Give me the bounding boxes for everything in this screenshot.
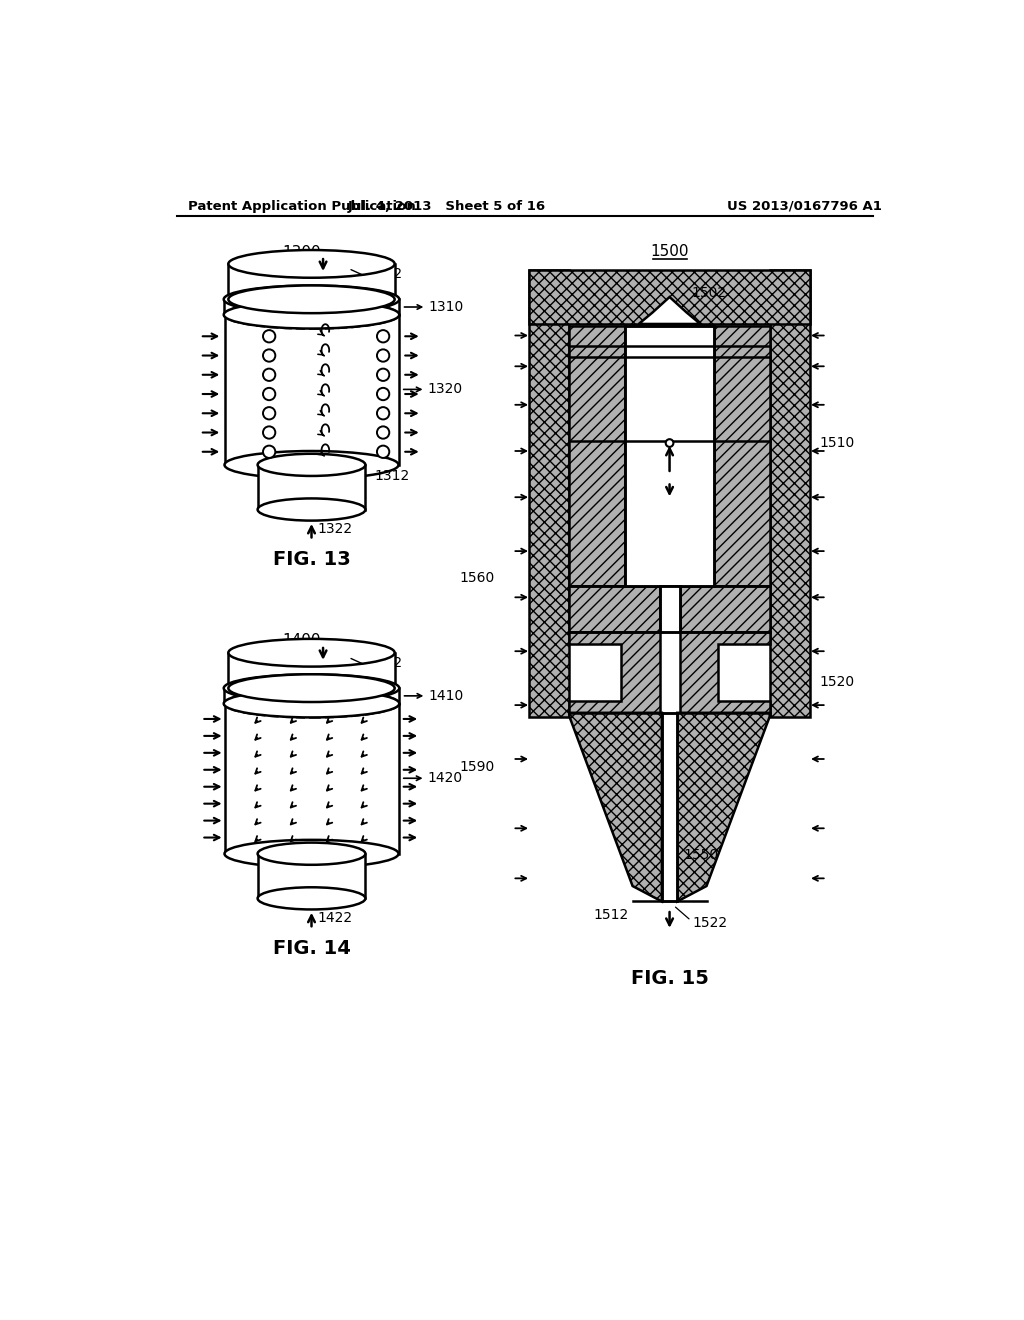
Bar [223, 688, 399, 704]
Circle shape [263, 388, 275, 400]
Ellipse shape [258, 454, 366, 477]
Text: 1400: 1400 [283, 634, 321, 648]
Bar [680, 586, 770, 632]
Ellipse shape [223, 301, 399, 329]
Text: 1512: 1512 [594, 908, 629, 923]
Circle shape [377, 350, 389, 362]
Circle shape [377, 407, 389, 420]
Circle shape [377, 330, 389, 342]
Bar [224, 704, 398, 854]
Ellipse shape [258, 887, 366, 909]
Text: 1590: 1590 [460, 760, 495, 774]
Circle shape [377, 446, 389, 458]
Text: FIG. 13: FIG. 13 [272, 550, 350, 569]
Circle shape [263, 350, 275, 362]
Polygon shape [677, 713, 770, 902]
Ellipse shape [224, 840, 398, 867]
Circle shape [377, 388, 389, 400]
Ellipse shape [258, 842, 366, 865]
Bar [770, 271, 810, 717]
Text: 1502: 1502 [691, 286, 726, 300]
Polygon shape [569, 632, 659, 713]
Ellipse shape [223, 689, 399, 718]
Text: 1302: 1302 [368, 267, 402, 281]
Text: 1420: 1420 [428, 771, 463, 785]
Text: Jul. 4, 2013   Sheet 5 of 16: Jul. 4, 2013 Sheet 5 of 16 [347, 199, 546, 213]
Ellipse shape [223, 285, 399, 313]
Bar [529, 271, 569, 717]
Bar [662, 713, 677, 902]
Ellipse shape [224, 451, 398, 479]
Polygon shape [680, 632, 770, 713]
Circle shape [377, 368, 389, 381]
Circle shape [263, 407, 275, 420]
Polygon shape [569, 713, 662, 902]
Ellipse shape [228, 285, 394, 313]
Text: 1510: 1510 [819, 437, 854, 450]
Circle shape [263, 330, 275, 342]
Text: 1550: 1550 [683, 849, 719, 862]
Text: US 2013/0167796 A1: US 2013/0167796 A1 [727, 199, 883, 213]
Ellipse shape [224, 301, 398, 329]
Text: 1522: 1522 [692, 916, 728, 931]
Circle shape [377, 426, 389, 438]
Text: 1422: 1422 [317, 911, 353, 924]
Text: 1520: 1520 [819, 675, 854, 689]
Bar [569, 586, 659, 632]
Bar [659, 586, 680, 632]
Ellipse shape [258, 499, 366, 520]
Circle shape [263, 426, 275, 438]
Ellipse shape [228, 639, 394, 667]
Text: 1312: 1312 [375, 470, 410, 483]
Ellipse shape [223, 675, 399, 702]
Bar [529, 271, 810, 323]
Text: 1310: 1310 [429, 300, 464, 314]
Bar [258, 465, 366, 510]
Bar [224, 314, 398, 465]
Text: 1500: 1500 [650, 243, 689, 259]
Bar [714, 326, 770, 586]
Text: 1402: 1402 [368, 656, 402, 669]
Text: 1300: 1300 [283, 246, 321, 260]
Ellipse shape [224, 689, 398, 718]
Bar [625, 326, 714, 586]
Text: 1560: 1560 [460, 572, 495, 585]
Polygon shape [639, 297, 700, 323]
Bar [569, 326, 625, 586]
Ellipse shape [228, 675, 394, 702]
Text: 1320: 1320 [428, 383, 463, 396]
Text: 1322: 1322 [317, 521, 353, 536]
Bar [228, 264, 394, 300]
Text: Patent Application Publication: Patent Application Publication [188, 199, 416, 213]
Circle shape [263, 368, 275, 381]
Circle shape [666, 440, 674, 447]
Bar [258, 854, 366, 899]
Text: FIG. 14: FIG. 14 [272, 939, 350, 958]
Bar [223, 300, 399, 314]
Text: FIG. 15: FIG. 15 [631, 969, 709, 987]
Text: 1410: 1410 [429, 689, 464, 702]
Bar [228, 653, 394, 688]
Ellipse shape [228, 249, 394, 277]
Circle shape [263, 446, 275, 458]
